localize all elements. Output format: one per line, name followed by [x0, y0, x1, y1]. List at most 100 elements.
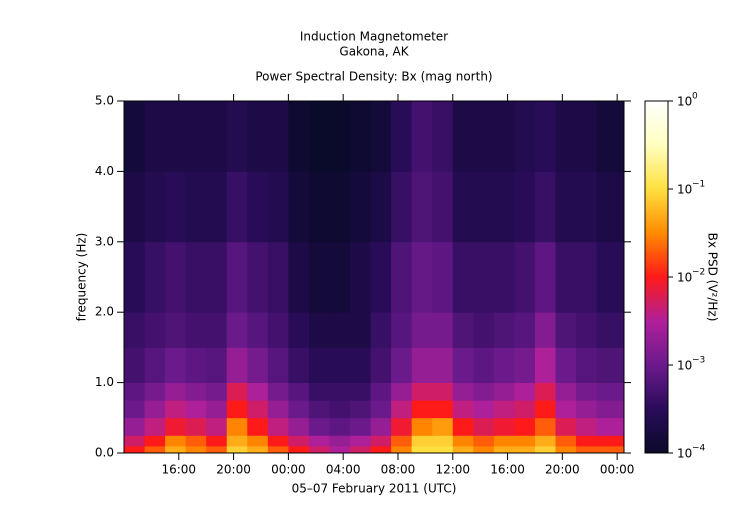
heat-cell [391, 101, 413, 172]
heat-cell [534, 241, 556, 313]
heat-cell [308, 445, 330, 454]
heat-cell [329, 171, 351, 243]
heat-cell [576, 347, 598, 383]
heat-cell [185, 435, 207, 447]
heat-cell [165, 417, 187, 436]
heat-cell [226, 400, 248, 419]
heat-cell [596, 382, 625, 401]
heat-cell [165, 241, 187, 313]
heat-cell [514, 312, 536, 348]
heat-cell [165, 312, 187, 348]
heat-cell [226, 435, 248, 447]
heat-cell [247, 435, 269, 447]
heat-cell [576, 101, 598, 172]
x-tick-label: 16:00 [490, 463, 525, 477]
heat-cell [308, 435, 330, 447]
heat-cell [596, 435, 625, 447]
heat-cell [350, 417, 371, 436]
heat-cell [576, 435, 598, 447]
heat-cell [144, 400, 166, 419]
heat-cell [596, 400, 625, 419]
heat-cell [288, 347, 310, 383]
heat-cell [534, 171, 556, 243]
x-tick-label: 20:00 [545, 463, 580, 477]
heat-cell [247, 445, 269, 454]
heat-cell [493, 101, 515, 172]
heat-cell [473, 171, 495, 243]
heat-cell [144, 101, 166, 172]
heat-cell [370, 347, 392, 383]
colorbar-label: Bx PSD (V²/Hz) [706, 233, 720, 322]
heat-cell [247, 101, 269, 172]
heat-cell [124, 417, 145, 436]
heat-cell [226, 171, 248, 243]
colorbar-tick-label: 10 [677, 359, 692, 373]
heat-cell [411, 101, 433, 172]
heat-cell [267, 171, 289, 243]
heat-cell [391, 435, 413, 447]
heat-cell [452, 101, 474, 172]
colorbar-tick-label: 10 [677, 447, 692, 461]
heat-cell [432, 382, 454, 401]
heat-cell [350, 347, 371, 383]
heat-cell [555, 241, 577, 313]
x-tick-label: 16:00 [161, 463, 196, 477]
heat-cell [247, 382, 269, 401]
heat-cell [206, 171, 228, 243]
heat-cell [329, 417, 351, 436]
heat-cell [534, 400, 556, 419]
heat-cell [391, 445, 413, 454]
heat-cell [555, 312, 577, 348]
heat-cell [350, 435, 371, 447]
chart-subtitle: Gakona, AK [339, 45, 409, 59]
heat-cell [144, 241, 166, 313]
colorbar-tick-label: 10 [677, 271, 692, 285]
heat-cell [514, 417, 536, 436]
heat-cell [288, 171, 310, 243]
heat-cell [124, 382, 145, 401]
heat-cell [165, 171, 187, 243]
heat-cell [165, 435, 187, 447]
heat-cell [391, 171, 413, 243]
heat-cell [555, 417, 577, 436]
heat-cell [596, 101, 625, 172]
heat-cell [493, 435, 515, 447]
heat-cell [432, 312, 454, 348]
heat-cell [452, 382, 474, 401]
colorbar-tick-label: 10 [677, 95, 692, 109]
heat-cell [124, 101, 145, 172]
heat-cell [411, 241, 433, 313]
heat-cell [288, 241, 310, 313]
heat-cell [144, 312, 166, 348]
heat-cell [206, 400, 228, 419]
heat-cell [267, 101, 289, 172]
heat-cell [534, 435, 556, 447]
heat-cell [596, 417, 625, 436]
heat-cell [493, 400, 515, 419]
heat-cell [514, 241, 536, 313]
colorbar-tick-exponent: −2 [692, 268, 705, 278]
heat-cell [493, 417, 515, 436]
y-tick-label: 1.0 [95, 375, 114, 389]
heat-cell [473, 400, 495, 419]
heat-cell [350, 312, 371, 348]
heat-cell [432, 101, 454, 172]
colorbar-tick-label: 10 [677, 183, 692, 197]
heat-cell [288, 382, 310, 401]
heat-cell [206, 347, 228, 383]
heat-cell [432, 241, 454, 313]
heat-cell [144, 435, 166, 447]
heat-cell [308, 312, 330, 348]
heat-cell [308, 382, 330, 401]
colorbar-tick-exponent: −3 [692, 356, 705, 366]
heat-cell [247, 347, 269, 383]
heat-cell [124, 312, 145, 348]
heat-cell [576, 445, 598, 454]
x-axis-label: 05–07 February 2011 (UTC) [292, 482, 457, 496]
x-tick-label: 08:00 [381, 463, 416, 477]
heat-cell [534, 445, 556, 454]
heat-cell [226, 445, 248, 454]
heat-cell [534, 382, 556, 401]
heat-cell [391, 347, 413, 383]
heat-cell [370, 171, 392, 243]
